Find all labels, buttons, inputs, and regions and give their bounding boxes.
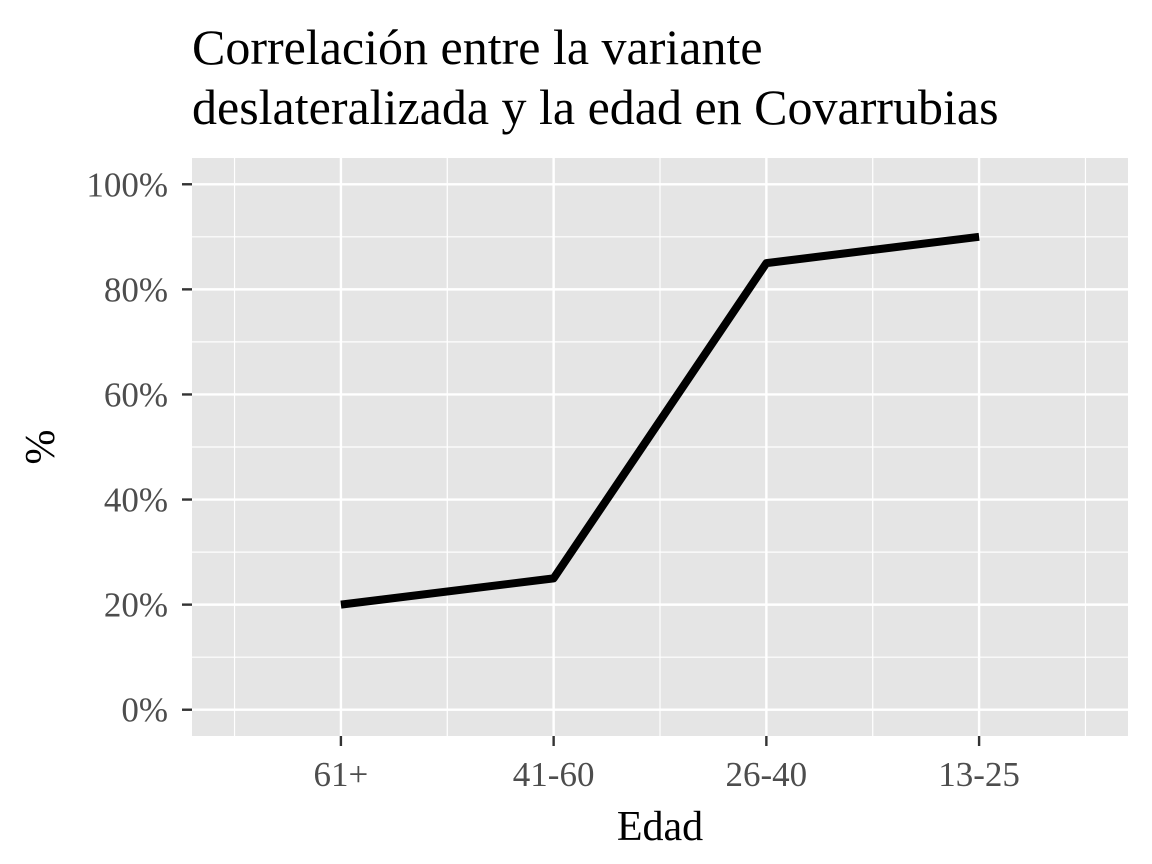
x-axis-title: Edad bbox=[617, 804, 703, 850]
series-line bbox=[340, 232, 980, 609]
y-tick-label: 20% bbox=[104, 586, 168, 625]
minor-gridlines bbox=[192, 158, 1128, 736]
major-gridlines bbox=[192, 158, 1128, 736]
y-axis-tick-labels: 0% 20% 40% 60% 80% 100% bbox=[86, 165, 168, 729]
series-layer bbox=[340, 232, 980, 609]
y-tick-label: 40% bbox=[104, 481, 168, 520]
y-tick-label: 0% bbox=[121, 691, 168, 730]
y-tick-label: 60% bbox=[104, 375, 168, 414]
y-tick-label: 100% bbox=[86, 165, 168, 204]
x-tick-label: 41-60 bbox=[513, 755, 595, 794]
x-tick-label: 26-40 bbox=[726, 755, 808, 794]
chart-title-line-2: deslateralizada y la edad en Covarrubias bbox=[192, 79, 999, 135]
y-tick-label: 80% bbox=[104, 270, 168, 309]
axis-ticks bbox=[182, 183, 981, 746]
chart-title: Correlación entre la variante deslateral… bbox=[192, 19, 999, 135]
y-axis-title: % bbox=[18, 430, 64, 465]
x-tick-label: 13-25 bbox=[938, 755, 1020, 794]
x-tick-label: 61+ bbox=[314, 755, 369, 794]
chart-title-line-1: Correlación entre la variante bbox=[192, 19, 763, 75]
x-axis-tick-labels: 61+ 41-60 26-40 13-25 bbox=[314, 755, 1020, 794]
